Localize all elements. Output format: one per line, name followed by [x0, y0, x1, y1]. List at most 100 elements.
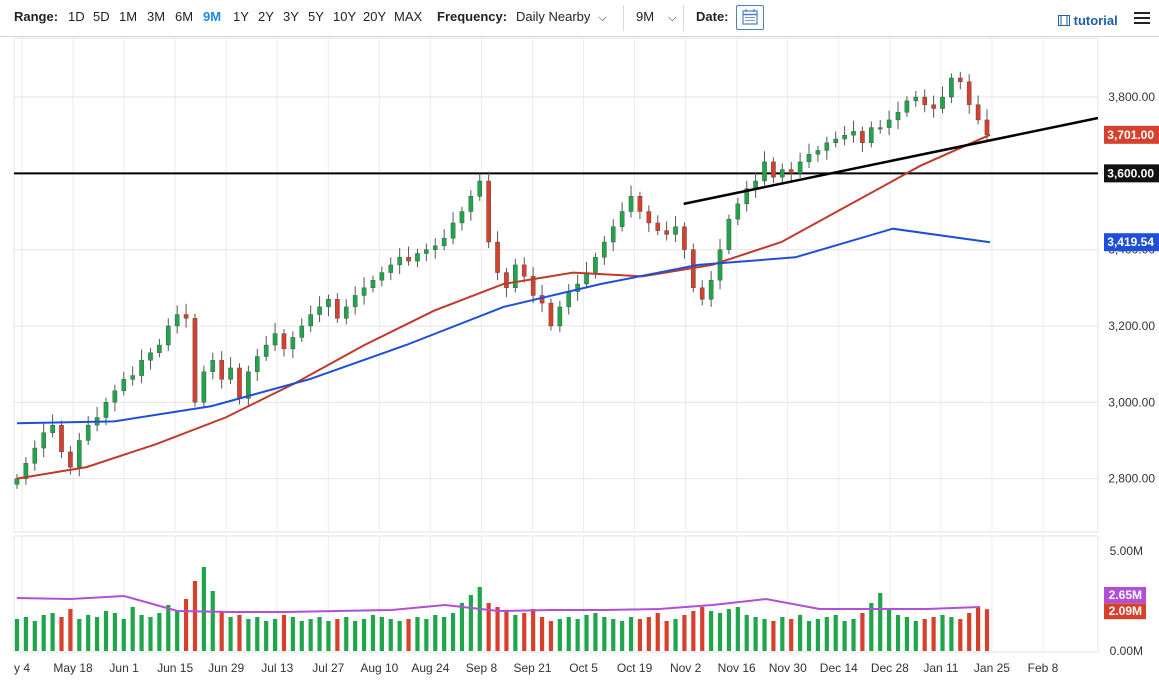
candle-body — [913, 96, 919, 102]
grid — [13, 37, 1099, 653]
volume-bar — [860, 613, 865, 651]
x-tick-label: Nov 16 — [718, 661, 756, 675]
toolbar: Range: 1D 5D 1M 3M 6M 9M 1Y 2Y 3Y 5Y 10Y… — [0, 0, 1159, 37]
volume-tick-label: 0.00M — [1110, 644, 1143, 658]
candle-body — [726, 218, 732, 250]
tutorial-link[interactable]: tutorial — [1058, 13, 1118, 28]
volume-bar — [246, 619, 251, 651]
x-tick-label: Jun 29 — [208, 661, 244, 675]
volume-bar — [531, 609, 536, 651]
volume-bar — [210, 591, 215, 651]
volume-bar — [922, 619, 927, 651]
x-tick-label: Feb 8 — [1028, 661, 1059, 675]
candle-body — [121, 379, 127, 392]
range-max[interactable]: MAX — [394, 9, 423, 24]
range-9m[interactable]: 9M — [203, 9, 222, 24]
chevron-down-icon: ⌵ — [598, 11, 607, 24]
volume-tag-label: 2.09M — [1109, 604, 1142, 618]
volume-bar — [237, 615, 242, 651]
volume-bar — [130, 607, 135, 651]
range-label: Range: — [14, 9, 59, 24]
x-tick-label: Sep 8 — [466, 661, 498, 675]
candle-body — [130, 375, 135, 380]
range-2y[interactable]: 2Y — [258, 9, 274, 24]
volume-tick-label: 5.00M — [1110, 544, 1143, 558]
candle-body — [655, 222, 661, 231]
candle-body — [949, 77, 954, 98]
volume-bar — [851, 619, 856, 651]
candle-body — [619, 211, 625, 227]
volume-bar — [620, 621, 625, 651]
ma-50-line — [16, 133, 991, 480]
volume-bar — [789, 619, 794, 651]
tutorial-label: tutorial — [1073, 13, 1118, 28]
volume-bar — [433, 615, 438, 651]
candle-body — [851, 131, 856, 136]
volume-bar — [477, 587, 482, 651]
volume-bar — [228, 617, 233, 651]
candle-body — [886, 119, 892, 128]
volume-bar — [584, 615, 589, 651]
range-5d[interactable]: 5D — [93, 9, 110, 24]
range-6m[interactable]: 6M — [175, 9, 194, 24]
range-3y[interactable]: 3Y — [283, 9, 299, 24]
candle-body — [201, 371, 207, 403]
candle-body — [744, 188, 750, 205]
candle-body — [50, 424, 55, 433]
price-chart[interactable]: 2,800.003,000.003,200.003,400.003,600.00… — [0, 36, 1159, 684]
volume-bar — [913, 621, 918, 651]
price-tags: 3,701.00 3,600.00 3,419.54 — [1104, 125, 1159, 252]
volume-bar — [370, 615, 376, 651]
volume-bar — [406, 619, 411, 651]
candle-body — [931, 104, 936, 109]
volume-bar — [255, 617, 260, 651]
volume-bar — [611, 619, 616, 651]
candle-body — [352, 295, 358, 308]
volume-bar — [14, 619, 20, 651]
volume-bar — [94, 617, 100, 651]
candle-body — [406, 257, 411, 262]
calendar-button[interactable] — [736, 5, 764, 30]
volume-bar — [148, 617, 153, 651]
trendline — [683, 116, 1099, 206]
volume-ma-line — [16, 594, 981, 613]
candle-body — [219, 360, 224, 380]
range-5y[interactable]: 5Y — [308, 9, 324, 24]
volume-bar — [308, 619, 313, 651]
volume-bar — [504, 611, 509, 651]
candle-body — [771, 161, 776, 178]
volume-bar — [272, 619, 278, 651]
price-tag — [1104, 233, 1159, 252]
volume-bar — [709, 611, 714, 651]
x-tick-label: Jun 1 — [109, 661, 139, 675]
y-tick-label: 3,000.00 — [1108, 395, 1155, 409]
candle-body — [174, 314, 180, 327]
candle-body — [477, 180, 483, 197]
range-1m[interactable]: 1M — [119, 9, 138, 24]
candle-body — [450, 222, 456, 239]
volume-bar — [121, 619, 126, 651]
x-tick-label: Jan 11 — [923, 661, 958, 675]
volume-bar — [219, 611, 224, 651]
period-value: 9M — [636, 9, 655, 24]
menu-icon[interactable] — [1134, 12, 1150, 26]
date-label: Date: — [696, 9, 729, 24]
volume-tag — [1104, 603, 1146, 620]
range-10y[interactable]: 10Y — [333, 9, 357, 24]
range-1d[interactable]: 1D — [68, 9, 85, 24]
x-tick-label: Nov 2 — [670, 661, 702, 675]
volume-bar — [557, 619, 562, 651]
candle-body — [335, 299, 340, 319]
volume-bar — [717, 613, 723, 651]
candle-body — [797, 161, 803, 174]
range-20y[interactable]: 20Y — [363, 9, 387, 24]
range-3m[interactable]: 3M — [147, 9, 166, 24]
range-1y[interactable]: 1Y — [233, 9, 249, 24]
frequency-select[interactable]: Daily Nearby ⌵ — [516, 9, 607, 26]
period-select[interactable]: 9M ⌵ — [636, 9, 676, 26]
candle-body — [824, 142, 830, 151]
candle-body — [370, 279, 376, 289]
volume-bar — [166, 605, 171, 651]
candle-body — [290, 337, 296, 350]
candle-body — [975, 104, 981, 121]
